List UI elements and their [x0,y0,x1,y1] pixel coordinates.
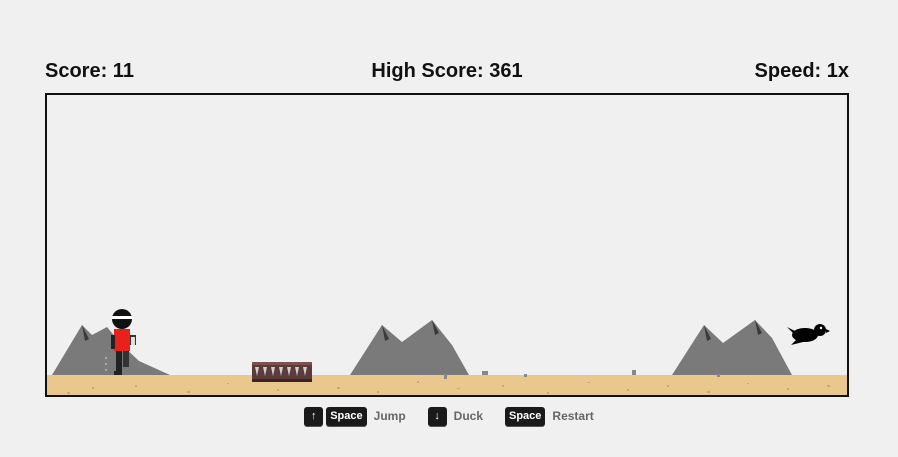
control-jump: ↑ Space Jump [304,406,406,426]
key-space-restart: Space [505,406,546,426]
hud: Score: 11 High Score: 361 Speed: 1x [45,58,849,84]
control-jump-label: Jump [373,409,406,423]
control-duck-label: Duck [453,409,483,423]
black-bird-enemy [787,324,830,345]
spike-box-obstacle [252,362,312,382]
game-scene [47,309,847,395]
key-up-arrow: ↑ [304,406,324,426]
mountain-right [672,320,792,375]
score-label: Score: 11 [45,60,134,82]
game-canvas[interactable] [45,93,849,397]
player-runner [105,309,136,375]
key-space: Space [326,406,367,426]
control-restart-label: Restart [552,409,594,423]
control-restart: Space Restart [505,406,594,426]
high-score-label: High Score: 361 [371,60,523,82]
speed-label: Speed: 1x [754,60,849,82]
mountain-left [52,325,170,375]
control-duck: ↓ Duck [427,406,483,426]
controls-legend: ↑ Space Jump ↓ Duck Space Restart [0,406,898,426]
mountains [52,320,792,375]
ground [47,370,847,395]
mountain-middle [350,320,469,375]
key-down-arrow: ↓ [427,406,447,426]
